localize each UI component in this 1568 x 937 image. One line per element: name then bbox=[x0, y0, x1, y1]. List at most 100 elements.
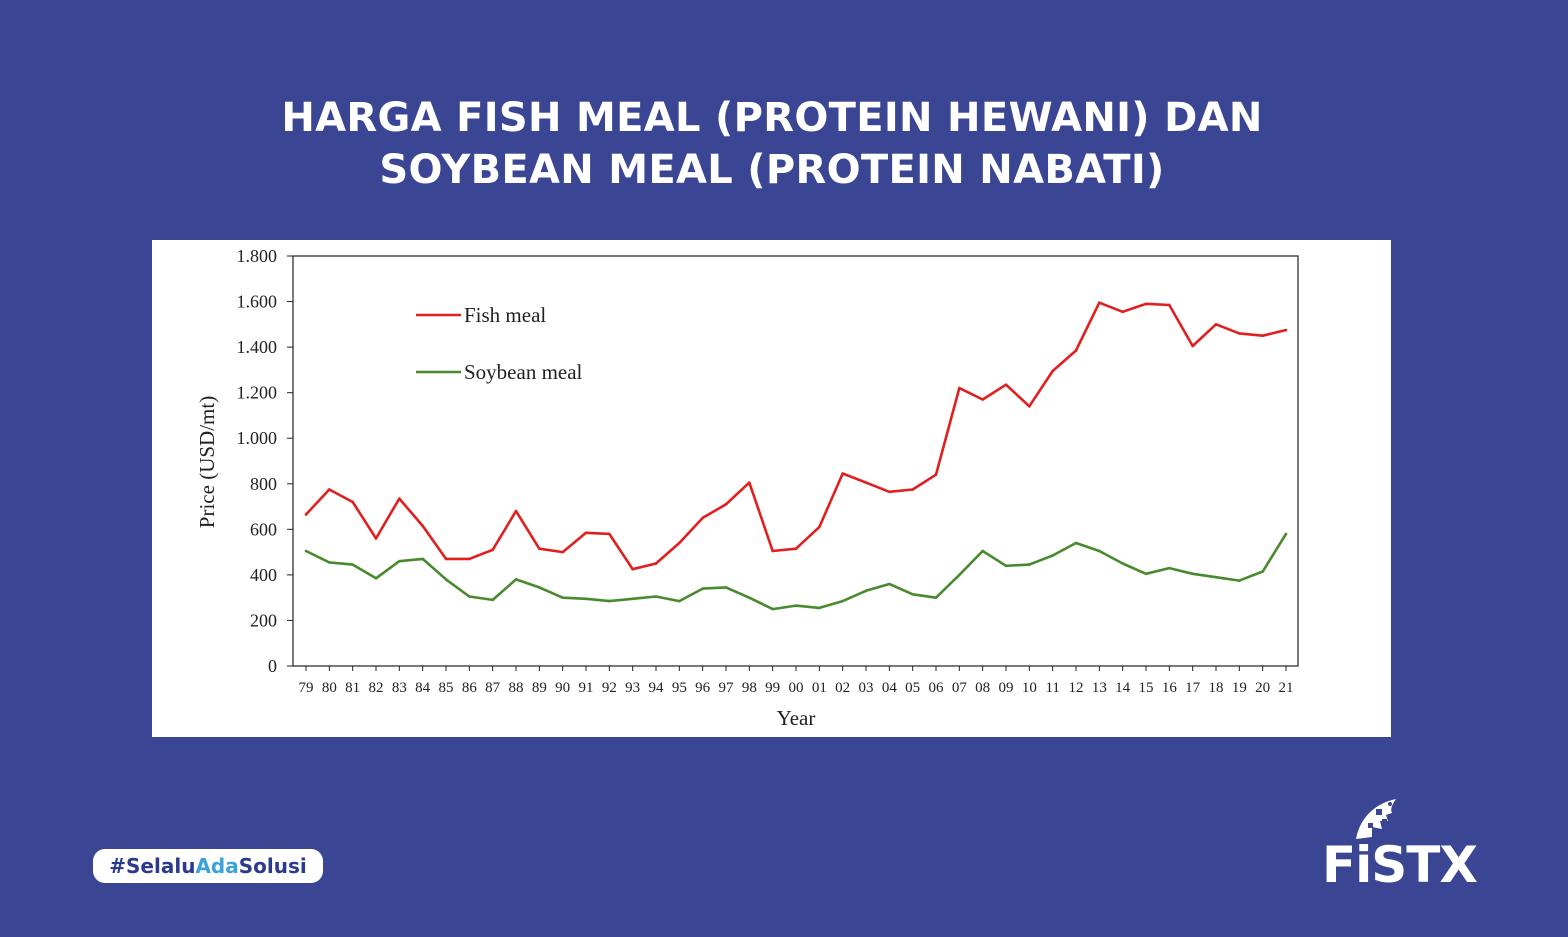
fish-meal-data-point bbox=[864, 481, 868, 484]
fish-meal-data-point bbox=[374, 537, 378, 540]
soybean-meal-data-point bbox=[1191, 572, 1194, 576]
fish-meal-data-point bbox=[1074, 349, 1078, 352]
x-tick-label: 05 bbox=[905, 680, 920, 696]
soybean-meal-data-point bbox=[608, 599, 611, 603]
soybean-meal-data-point bbox=[981, 549, 984, 553]
fish-meal-data-point bbox=[724, 502, 728, 506]
x-tick-label: 12 bbox=[1069, 680, 1084, 696]
soybean-meal-data-point bbox=[1121, 562, 1124, 565]
x-tick-label: 95 bbox=[672, 680, 687, 696]
x-tick-label: 94 bbox=[649, 680, 665, 696]
soybean-meal-data-point bbox=[1144, 572, 1148, 576]
y-tick-label: 1.600 bbox=[237, 292, 278, 312]
x-tick-label: 89 bbox=[532, 680, 547, 696]
series-layer bbox=[304, 301, 1288, 611]
soybean-meal-data-point bbox=[468, 595, 471, 598]
fish-meal-data-point bbox=[444, 557, 448, 561]
soybean-meal-data-point bbox=[491, 598, 494, 602]
soybean-meal-data-point bbox=[304, 549, 308, 553]
x-axis-ticks: 79 80 81 82 83 84 85 86 87 88 89 90 91 92 93 94 95 96 97 98… bbox=[299, 666, 1294, 696]
y-axis-label: Price (USD/mt) bbox=[195, 396, 219, 528]
soybean-meal-data-point bbox=[1261, 570, 1264, 573]
x-tick-label: 92 bbox=[602, 680, 617, 696]
fish-meal-data-point bbox=[841, 472, 844, 475]
x-tick-label: 80 bbox=[322, 680, 337, 696]
x-tick-label: 21 bbox=[1279, 680, 1294, 696]
x-tick-label: 99 bbox=[765, 680, 780, 696]
x-tick-label: 96 bbox=[695, 680, 711, 696]
y-tick-label: 1.400 bbox=[237, 337, 278, 357]
y-axis-ticks: 0 200 400 600 800 1.000 1.200 1.400 1.600 1.800 bbox=[237, 246, 293, 676]
x-tick-label: 09 bbox=[999, 680, 1014, 696]
y-tick-label: 1.800 bbox=[237, 246, 278, 266]
fish-meal-data-point bbox=[1121, 310, 1124, 314]
chart-panel: 0 200 400 600 800 1.000 1.200 1.400 1.600 1.800 7… bbox=[152, 240, 1391, 737]
x-axis-label: Year bbox=[777, 706, 816, 730]
x-tick-label: 00 bbox=[789, 680, 804, 696]
fish-meal-data-point bbox=[701, 516, 704, 520]
soybean-meal-series-line bbox=[305, 533, 1288, 611]
fish-meal-data-point bbox=[1004, 383, 1008, 386]
x-tick-label: 79 bbox=[299, 680, 314, 696]
fish-meal-data-point bbox=[608, 532, 611, 536]
fish-meal-data-point bbox=[351, 500, 354, 504]
soybean-meal-data-point bbox=[1028, 563, 1031, 566]
x-tick-label: 15 bbox=[1139, 680, 1154, 696]
fish-meal-data-point bbox=[1098, 301, 1101, 304]
x-tick-label: 82 bbox=[369, 680, 384, 696]
fish-meal-data-point bbox=[1168, 303, 1171, 307]
y-tick-label: 1.000 bbox=[237, 428, 278, 448]
page-title: HARGA FISH MEAL (PROTEIN HEWANI) DAN SOY… bbox=[0, 92, 1544, 196]
fish-meal-data-point bbox=[1051, 369, 1054, 373]
fish-meal-data-point bbox=[421, 524, 424, 528]
y-tick-label: 400 bbox=[250, 565, 277, 585]
fish-meal-series-line bbox=[305, 301, 1287, 571]
fish-meal-data-point bbox=[468, 557, 471, 561]
soybean-meal-data-point bbox=[888, 582, 891, 586]
soybean-meal-data-point bbox=[771, 607, 774, 611]
soybean-meal-data-point bbox=[724, 586, 728, 589]
soybean-meal-data-point bbox=[958, 573, 961, 577]
x-tick-label: 01 bbox=[812, 680, 827, 696]
x-tick-label: 04 bbox=[882, 680, 898, 696]
title-line-1: HARGA FISH MEAL (PROTEIN HEWANI) DAN bbox=[281, 95, 1263, 141]
x-tick-label: 87 bbox=[485, 680, 501, 696]
soybean-meal-data-point bbox=[864, 589, 868, 593]
soybean-meal-data-point bbox=[678, 599, 681, 603]
hashtag-part-2: Ada bbox=[195, 854, 239, 878]
title-line-2: SOYBEAN MEAL (PROTEIN NABATI) bbox=[379, 147, 1165, 193]
fish-meal-data-point bbox=[981, 398, 984, 401]
x-tick-label: 16 bbox=[1162, 680, 1178, 696]
soybean-meal-data-point bbox=[351, 563, 354, 566]
soybean-meal-data-point bbox=[444, 578, 448, 581]
fish-meal-data-point bbox=[328, 488, 331, 491]
soybean-meal-data-point bbox=[748, 596, 751, 599]
fish-meal-data-point bbox=[304, 513, 308, 516]
x-tick-label: 07 bbox=[952, 680, 968, 696]
x-tick-label: 86 bbox=[462, 680, 478, 696]
fish-meal-data-point bbox=[958, 386, 961, 390]
soybean-meal-data-point bbox=[1051, 554, 1054, 557]
y-tick-label: 600 bbox=[250, 519, 277, 539]
fish-meal-data-point bbox=[911, 488, 914, 491]
soybean-meal-data-point bbox=[934, 596, 938, 599]
fish-meal-data-point bbox=[771, 549, 774, 553]
soybean-meal-data-point bbox=[328, 561, 331, 564]
fish-meal-data-point bbox=[491, 548, 494, 552]
soybean-meal-data-point bbox=[631, 597, 634, 601]
fish-meal-data-point bbox=[1144, 302, 1148, 306]
x-tick-label: 98 bbox=[742, 680, 757, 696]
fish-meal-data-point bbox=[1261, 334, 1264, 338]
hashtag-part-3: Solusi bbox=[238, 854, 307, 878]
x-tick-label: 97 bbox=[719, 680, 735, 696]
x-tick-label: 13 bbox=[1092, 680, 1107, 696]
x-tick-label: 91 bbox=[579, 680, 594, 696]
soybean-meal-data-point bbox=[374, 577, 378, 580]
fish-meal-data-point bbox=[398, 497, 401, 500]
fish-meal-data-point bbox=[1284, 328, 1288, 332]
soybean-meal-data-point bbox=[818, 606, 821, 610]
soybean-meal-data-point bbox=[794, 604, 798, 607]
x-tick-label: 20 bbox=[1255, 680, 1270, 696]
y-tick-label: 0 bbox=[268, 656, 277, 676]
